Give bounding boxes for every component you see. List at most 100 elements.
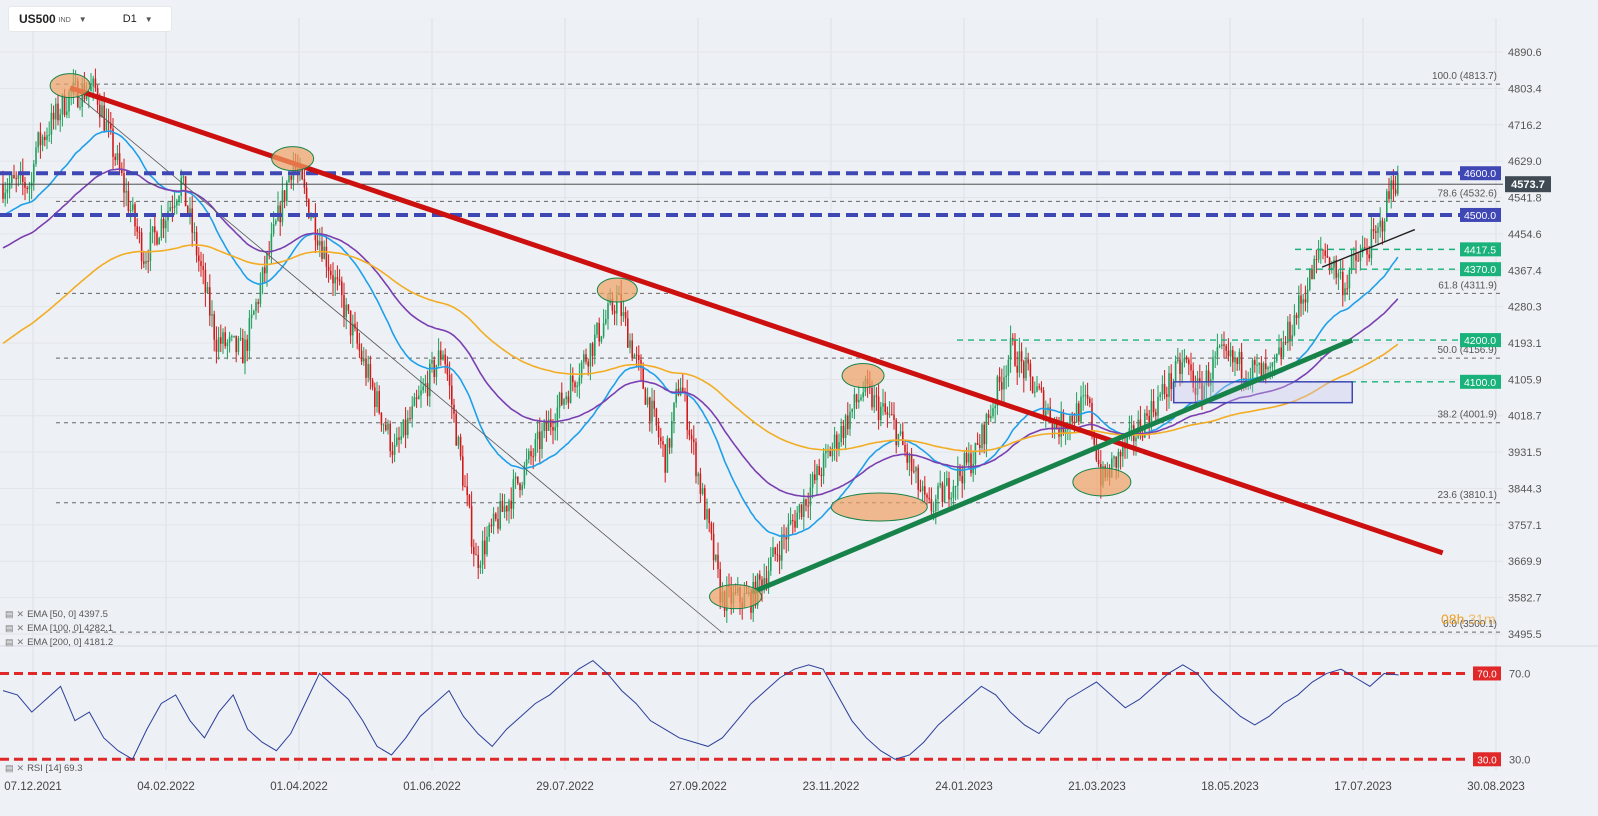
- candle-body: [767, 570, 770, 585]
- candle-body: [46, 135, 48, 141]
- candle-body: [1095, 444, 1098, 461]
- candle-body: [442, 354, 444, 360]
- candle-body: [1353, 254, 1355, 256]
- candle-body: [332, 275, 334, 284]
- candle-body: [1291, 335, 1293, 342]
- candle-body: [143, 261, 145, 264]
- legend-ema100: ▤ ✕ EMA [100, 0] 4282.1: [5, 623, 113, 634]
- candle-body: [1258, 362, 1260, 365]
- caret-down-icon[interactable]: ▼: [144, 14, 153, 24]
- candle-body: [580, 362, 583, 378]
- candle-body: [1298, 295, 1300, 318]
- candle-body: [1007, 359, 1010, 376]
- candle-body: [836, 434, 838, 451]
- candle-body: [1216, 347, 1219, 357]
- close-icon[interactable]: ✕: [16, 623, 25, 633]
- candle-body: [215, 339, 218, 352]
- candle-body: [792, 520, 794, 522]
- candle-body: [1058, 428, 1060, 437]
- timeframe-label[interactable]: D1: [122, 13, 137, 25]
- candle-body: [1223, 344, 1225, 346]
- candle-body: [875, 395, 878, 397]
- settings-icon[interactable]: ▤: [5, 623, 14, 633]
- candle-body: [492, 513, 495, 527]
- candle-body: [211, 314, 213, 316]
- candle-body: [110, 123, 112, 129]
- candle-body: [1053, 419, 1056, 430]
- candle-body: [345, 304, 347, 318]
- candle-body: [301, 168, 303, 180]
- candle-body: [473, 546, 475, 555]
- candle-body: [418, 395, 420, 399]
- candle-body: [6, 189, 9, 193]
- candle-body: [396, 437, 398, 446]
- close-icon[interactable]: ✕: [16, 637, 25, 647]
- caret-down-icon[interactable]: ▼: [78, 14, 87, 24]
- rsi-level-badge: [1473, 666, 1501, 681]
- candle-body: [440, 350, 442, 360]
- candle-body: [1388, 191, 1390, 199]
- candle-body: [264, 267, 266, 274]
- symbol-label[interactable]: US500: [19, 12, 56, 26]
- candle-body: [90, 86, 92, 92]
- candle-body: [759, 574, 761, 580]
- candle-body: [536, 431, 539, 440]
- candle-body: [202, 266, 204, 270]
- candle-body: [1287, 321, 1289, 343]
- short-trendline: [1321, 228, 1416, 268]
- candle-body: [908, 455, 911, 463]
- close-icon[interactable]: ✕: [16, 763, 25, 773]
- candle-body: [690, 435, 693, 440]
- candle-body: [712, 533, 715, 561]
- candle-body: [1126, 436, 1128, 449]
- candle-body: [1045, 410, 1047, 418]
- candle-body: [1084, 394, 1087, 396]
- candle-body: [941, 483, 944, 503]
- candle-body: [761, 579, 763, 590]
- candle-body: [781, 534, 783, 561]
- candle-body: [906, 451, 908, 463]
- candle-body: [400, 436, 402, 440]
- candle-body: [305, 187, 308, 200]
- candle-body: [4, 192, 6, 199]
- candle-body: [13, 174, 15, 179]
- candle-body: [937, 485, 939, 499]
- candle-body: [616, 295, 618, 314]
- candle-body: [398, 437, 400, 440]
- candle-body: [539, 431, 541, 449]
- candle-body: [380, 412, 383, 425]
- candle-body: [363, 358, 365, 362]
- candle-body: [327, 266, 330, 271]
- candle-body: [1023, 361, 1025, 379]
- candle-body: [981, 424, 983, 448]
- candle-body: [1199, 378, 1201, 383]
- candle-body: [435, 365, 438, 377]
- candle-body: [154, 226, 156, 233]
- settings-icon[interactable]: ▤: [5, 609, 14, 619]
- candle-body: [1042, 390, 1045, 418]
- settings-icon[interactable]: ▤: [5, 763, 14, 773]
- candle-body: [50, 112, 53, 135]
- candle-body: [1269, 366, 1271, 368]
- candle-body: [565, 396, 567, 400]
- candle-body: [204, 269, 207, 293]
- candle-body: [514, 476, 517, 480]
- candle-body: [431, 360, 433, 364]
- close-icon[interactable]: ✕: [16, 609, 25, 619]
- candle-body: [1031, 376, 1034, 393]
- settings-icon[interactable]: ▤: [5, 637, 14, 647]
- candle-body: [55, 103, 57, 120]
- candle-body: [1113, 456, 1115, 459]
- candle-body: [1174, 361, 1177, 382]
- x-tick-label: 23.11.2022: [803, 781, 860, 793]
- candle-body: [303, 179, 306, 188]
- candle-body: [81, 84, 83, 107]
- candle-body: [968, 453, 970, 463]
- candle-body: [246, 339, 248, 351]
- candle-body: [1254, 360, 1256, 365]
- candle-body: [1093, 431, 1095, 445]
- x-tick-label: 17.07.2023: [1334, 781, 1392, 793]
- candle-body: [1236, 357, 1238, 364]
- candle-body: [1234, 357, 1236, 363]
